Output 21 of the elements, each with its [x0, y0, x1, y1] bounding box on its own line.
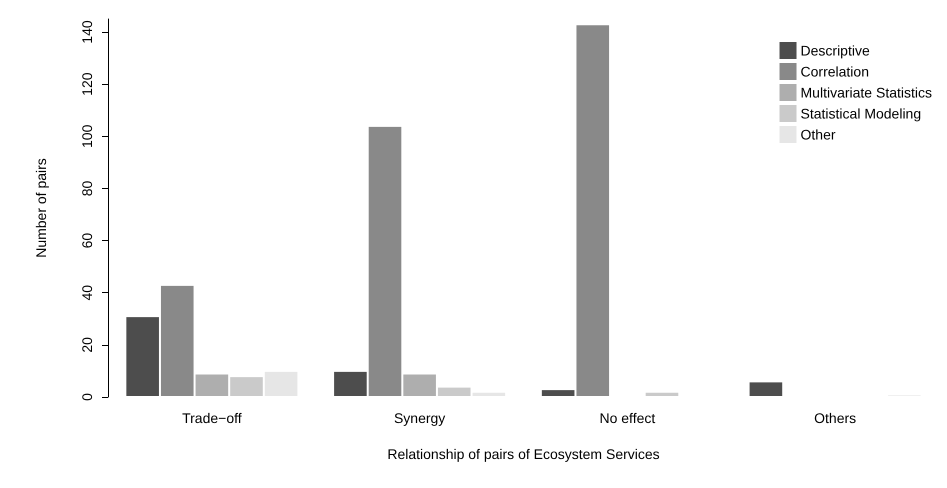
legend-label: Multivariate Statistics	[800, 84, 932, 100]
legend-label: Other	[800, 126, 836, 142]
y-tick-label: 60	[79, 232, 95, 248]
y-tick-label: 0	[79, 392, 95, 401]
y-tick-label: 120	[79, 72, 95, 96]
y-tick-label: 140	[79, 20, 95, 44]
x-tick-label: No effect	[599, 410, 656, 426]
legend-label: Statistical Modeling	[800, 106, 922, 122]
y-axis-title: Number of pairs	[33, 158, 49, 258]
x-tick-label: Others	[814, 410, 856, 426]
x-tick-label: Synergy	[394, 410, 446, 426]
legend-label: Correlation	[800, 64, 869, 80]
x-tick-label: Trade−off	[182, 410, 242, 426]
bar	[748, 381, 784, 397]
y-tick-label: 20	[79, 336, 95, 353]
y-tick-label: 40	[79, 284, 95, 301]
x-axis-title: Relationship of pairs of Ecosystem Services	[387, 446, 660, 462]
y-tick-label: 100	[79, 124, 95, 148]
bar	[644, 392, 680, 397]
legend-label: Descriptive	[800, 42, 870, 58]
y-tick-label: 80	[79, 180, 95, 196]
